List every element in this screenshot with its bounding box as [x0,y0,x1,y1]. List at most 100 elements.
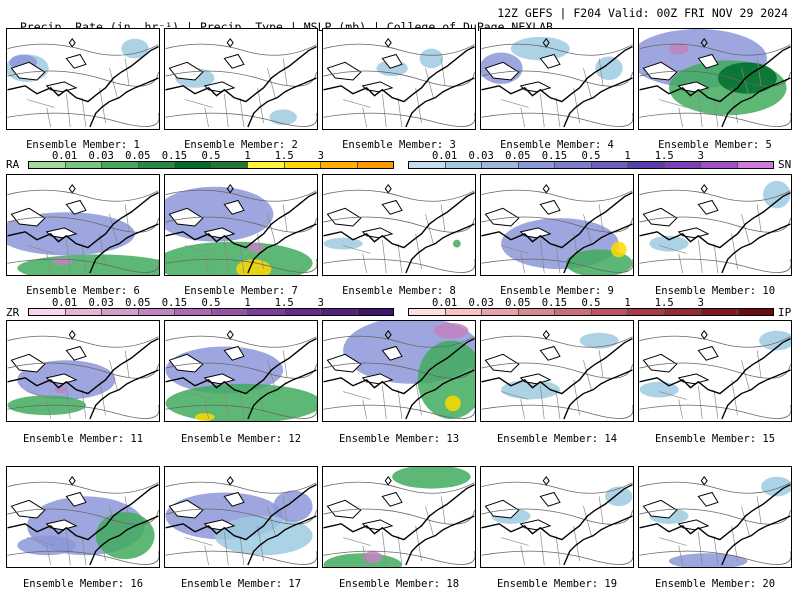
ensemble-member-panel [164,174,318,276]
diamond-marker-icon [384,183,392,194]
ensemble-member-label: Ensemble Member: 11 [22,433,144,445]
ensemble-member-label: Ensemble Member: 20 [654,578,776,590]
rain-legend-tick: 0.01 [51,150,78,162]
precip-area [579,332,619,349]
diamond-marker-icon [542,329,550,340]
diamond-marker-icon [700,183,708,194]
precip-area [54,385,67,394]
ensemble-member-panel [6,28,160,130]
ensemble-member-label: Ensemble Member: 15 [654,433,776,445]
header-valid-time: 12Z GEFS | F204 Valid: 00Z FRI NOV 29 20… [497,6,788,20]
ensemble-member-panel [164,320,318,422]
sleet-legend-tick: 1 [624,297,631,309]
snow-legend-tick: 1.5 [654,150,674,162]
ensemble-member-label: Ensemble Member: 14 [496,433,618,445]
diamond-marker-icon [542,475,550,486]
snow-legend-tick: 0.05 [505,150,531,162]
rain-legend-tick: 1 [244,150,251,162]
freezing-legend-tick: 0.01 [51,297,78,309]
ensemble-member-panel [6,466,160,568]
ensemble-member-panel [480,320,634,422]
ensemble-member-panel [164,28,318,130]
precip-area [165,241,313,275]
precip-area [761,476,791,497]
freezing-legend-tick: 1 [244,297,251,309]
ensemble-member-label: Ensemble Member: 19 [496,578,618,590]
precip-area [668,553,748,567]
ensemble-member-label: Ensemble Member: 3 [342,139,456,151]
ensemble-member-panel [322,28,476,130]
ensemble-member-label: Ensemble Member: 5 [658,139,772,151]
ensemble-member-label: Ensemble Member: 17 [180,578,302,590]
precip-area [165,346,284,394]
precip-area [763,180,791,209]
rain-legend-tick: 0.5 [201,150,221,162]
rain-legend-tick: 3 [317,150,324,162]
precip-area [121,38,149,59]
ensemble-member-panel [6,174,160,276]
precip-area [649,235,689,252]
header: Precip. Rate (in. hr⁻¹) | Precip. Type |… [6,6,796,34]
diamond-marker-icon [384,37,392,48]
ensemble-member-label: Ensemble Member: 16 [22,578,144,590]
sleet-legend-tick: 0.15 [541,297,568,309]
sleet-legend-label: IP [778,306,792,319]
precip-area [419,48,444,69]
precip-area [501,379,560,400]
precip-area [610,241,627,258]
precip-area [445,395,461,412]
snow-legend-colorbar [408,161,774,169]
ensemble-member-label: Ensemble Member: 1 [26,139,140,151]
precip-area [17,254,159,275]
freezing-legend-label: ZR [6,306,20,319]
diamond-marker-icon [68,183,76,194]
freezing-legend-tick: 0.5 [201,297,221,309]
sleet-legend-tick: 0.03 [468,297,494,309]
sleet-legend-tick: 3 [697,297,704,309]
ensemble-member-panel [480,466,634,568]
ensemble-member-panel [322,320,476,422]
precip-area [17,535,77,556]
diamond-marker-icon [68,329,76,340]
freezing-legend-colorbar [28,308,394,316]
precip-area [194,413,215,421]
precip-area [273,490,313,522]
diamond-marker-icon [542,183,550,194]
diamond-marker-icon [226,475,234,486]
precip-area [269,109,297,126]
diamond-marker-icon [384,329,392,340]
ensemble-member-label: Ensemble Member: 8 [342,285,456,297]
rain-legend-label: RA [6,158,20,171]
sleet-legend-tick: 1.5 [654,297,674,309]
ensemble-member-label: Ensemble Member: 18 [338,578,460,590]
ensemble-member-label: Ensemble Member: 12 [180,433,302,445]
snow-legend-tick: 0.15 [541,150,568,162]
precip-area [165,383,317,421]
ensemble-member-panel [638,320,792,422]
ensemble-member-panel [638,174,792,276]
diamond-marker-icon [68,37,76,48]
precip-area [417,340,475,420]
diamond-marker-icon [226,37,234,48]
precip-area [392,467,471,489]
ensemble-member-panel [322,466,476,568]
snow-legend-tick: 3 [697,150,704,162]
ensemble-member-label: Ensemble Member: 10 [654,285,776,297]
diamond-marker-icon [700,329,708,340]
rain-legend-tick: 0.15 [161,150,188,162]
snow-legend-tick: 0.5 [581,150,601,162]
diamond-marker-icon [700,475,708,486]
sleet-legend-tick: 0.01 [431,297,458,309]
rain-legend-tick: 0.03 [88,150,114,162]
snow-legend-tick: 1 [624,150,631,162]
precip-area [595,56,623,80]
precip-area [165,186,274,242]
ensemble-member-label: Ensemble Member: 13 [338,433,460,445]
precip-area [510,36,570,61]
diamond-marker-icon [700,37,708,48]
precip-area [323,237,363,250]
ensemble-member-label: Ensemble Member: 2 [184,139,298,151]
diamond-marker-icon [542,37,550,48]
freezing-legend-tick: 1.5 [274,297,294,309]
precip-area [452,239,461,248]
